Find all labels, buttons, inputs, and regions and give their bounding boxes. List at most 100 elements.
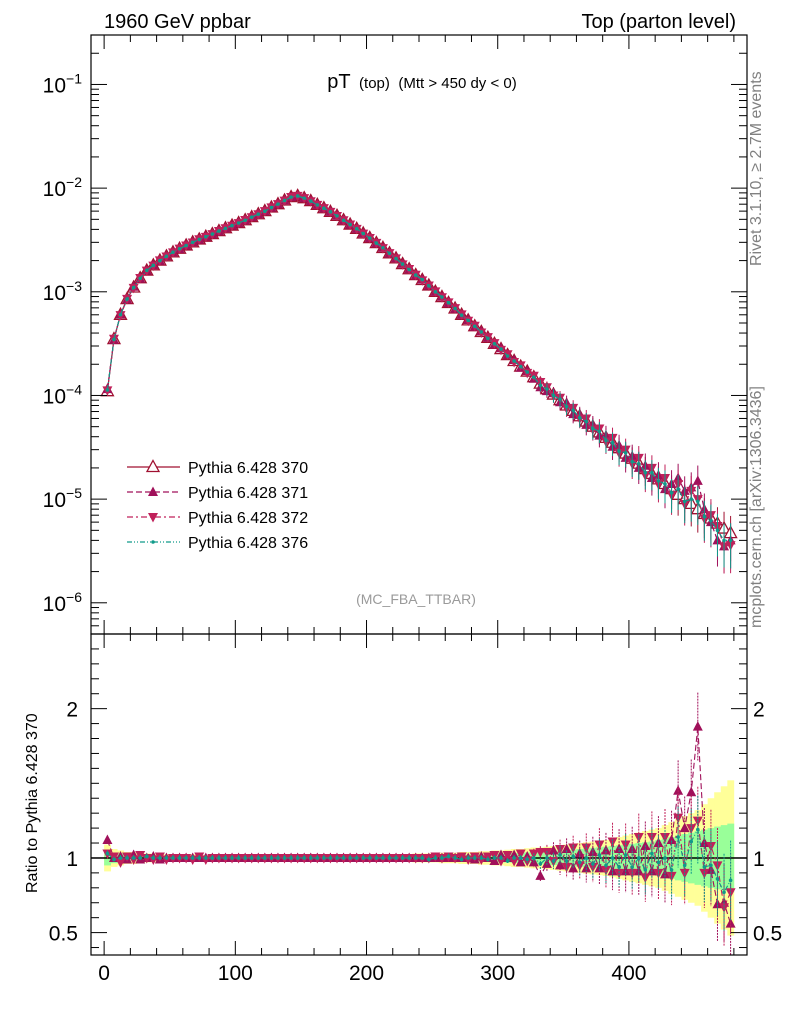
data-point: [407, 267, 411, 272]
ratio-point: [505, 859, 510, 863]
ratio-point: [374, 856, 379, 860]
data-point: [204, 234, 208, 239]
ratio-point: [151, 856, 156, 860]
ratio-point: [528, 856, 539, 867]
data-point: [630, 459, 634, 464]
ratio-point: [673, 813, 684, 824]
main-plot-marks: [100, 188, 738, 574]
ratio-point: [643, 868, 648, 872]
ratio-point: [666, 871, 677, 882]
data-point: [105, 388, 110, 392]
ratio-point: [217, 856, 221, 860]
ratio-point: [328, 856, 333, 860]
data-point: [433, 289, 438, 294]
ratio-point: [249, 856, 254, 860]
data-point: [604, 438, 608, 443]
data-point: [577, 415, 582, 420]
data-point: [650, 470, 654, 475]
ratio-point: [276, 856, 280, 860]
data-point: [505, 354, 510, 358]
ratio-point: [673, 785, 684, 795]
ratio-point: [102, 834, 113, 845]
plot-title-main: pT: [327, 71, 350, 93]
data-point: [374, 241, 379, 245]
data-point: [623, 450, 628, 455]
ratio-point: [381, 856, 385, 860]
ratio-point: [289, 856, 293, 860]
legend-marker: [148, 513, 158, 523]
data-point: [479, 330, 484, 334]
ratio-point: [315, 856, 320, 860]
ratio-point: [545, 856, 549, 860]
y-tick-label: 10−5: [43, 485, 83, 512]
data-point: [728, 538, 733, 543]
ratio-point: [158, 856, 162, 860]
data-point: [669, 491, 674, 495]
ratio-point: [125, 856, 129, 860]
ratio-point: [407, 856, 411, 860]
ratio-point: [653, 868, 664, 879]
legend-marker: [148, 486, 158, 496]
ratio-point: [302, 856, 307, 860]
x-tick-label: 100: [218, 962, 253, 985]
x-tick-label: 200: [349, 962, 384, 985]
ratio-point: [354, 856, 359, 860]
ratio-point: [164, 856, 169, 860]
ratio-point: [676, 835, 680, 839]
data-point: [354, 226, 359, 231]
ratio-point: [669, 868, 674, 872]
data-point: [295, 194, 300, 198]
ratio-point: [509, 849, 520, 859]
ratio-point: [630, 865, 634, 869]
data-point: [472, 324, 477, 329]
ratio-point: [413, 856, 418, 860]
main-plot-axes: 10−6 10−5 10−4 10−3 10−2 10−1: [43, 34, 748, 635]
data-point: [125, 297, 129, 301]
ratio-point: [427, 857, 431, 862]
data-point: [381, 245, 385, 250]
data-point: [709, 518, 713, 523]
ratio-point: [702, 865, 707, 869]
mcplots-text: mcplots.cern.ch [arXiv:1306.3436]: [748, 386, 765, 628]
ratio-point: [171, 856, 175, 860]
ratio-point: [387, 856, 392, 860]
ratio-point: [348, 856, 352, 860]
ratio-y-tick-label-right: 2: [753, 699, 765, 722]
ratio-point: [535, 847, 546, 858]
data-point: [682, 499, 687, 504]
plot-title-sub2: (Mtt > 450 dy < 0): [398, 75, 516, 92]
ratio-point: [512, 856, 516, 860]
ratio-point: [282, 856, 287, 860]
ratio-point: [518, 856, 523, 860]
ratio-frame: [90, 633, 748, 956]
ratio-point: [118, 856, 123, 860]
ratio-point: [614, 868, 625, 879]
data-point: [676, 487, 680, 491]
header-right: Top (parton level): [581, 11, 736, 33]
ratio-point: [535, 870, 546, 880]
ratio-point: [663, 856, 667, 860]
ratio-point: [210, 856, 215, 860]
data-point: [643, 470, 648, 475]
data-point: [400, 262, 405, 266]
ratio-point: [440, 856, 444, 860]
ratio-point: [699, 868, 710, 879]
data-point: [335, 214, 339, 218]
ratio-point: [679, 822, 690, 833]
legend-label: Pythia 6.428 376: [188, 535, 308, 552]
data-point: [328, 210, 333, 214]
legend-label: Pythia 6.428 372: [188, 510, 308, 527]
ratio-plot-panel: 0.5 0.5 1 1 2 2 0 100 200 300 400 Ratio to Pythia …: [24, 633, 782, 985]
ratio-point: [656, 860, 661, 865]
ratio-point: [587, 846, 598, 856]
ratio-point: [689, 839, 694, 844]
data-point: [545, 387, 549, 391]
data-point: [453, 306, 457, 311]
ratio-point: [515, 856, 526, 867]
ratio-point: [400, 856, 405, 860]
data-point: [243, 218, 247, 223]
ratio-point: [335, 856, 339, 860]
data-point: [597, 429, 602, 434]
ratio-point: [479, 856, 484, 860]
y-tick-label: 10−4: [43, 381, 83, 408]
